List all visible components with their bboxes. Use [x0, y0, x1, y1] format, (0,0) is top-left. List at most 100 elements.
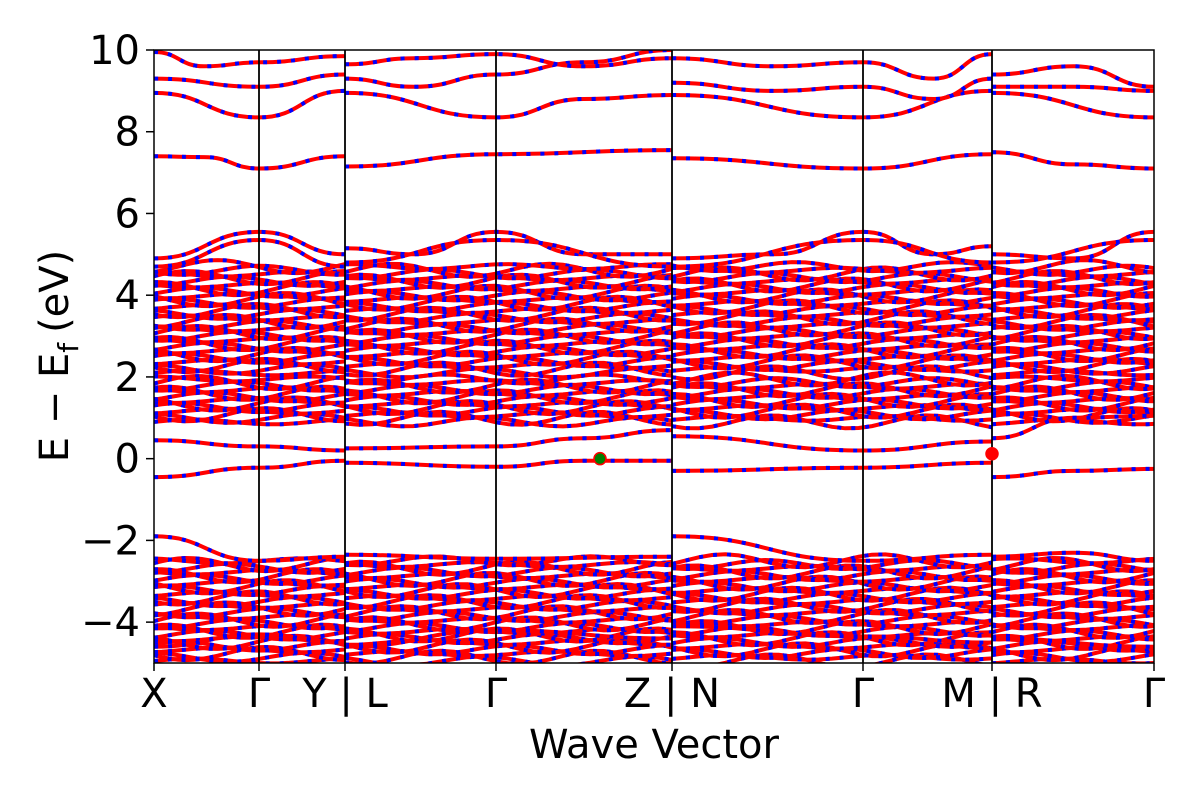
y-axis-label-unit: (eV) [32, 250, 78, 333]
dense-band-line-2 [344, 415, 673, 429]
dense-band-line-430 [991, 617, 1154, 631]
plot-frame [153, 49, 1155, 664]
dense-band-line-486 [991, 589, 1154, 607]
dense-band-line-262 [991, 296, 1154, 310]
dense-band-line-52 [671, 391, 993, 410]
dense-band-line-162 [344, 338, 673, 356]
dense-band-line-86 [991, 379, 1154, 393]
dense-band-line-544 [154, 561, 346, 575]
band-dash-11 [991, 150, 1154, 171]
y-tick-label-5: 6 [115, 191, 140, 237]
dense-band-line-442 [344, 609, 673, 624]
dense-band-region [154, 258, 1154, 663]
band-dash-31 [991, 64, 1154, 89]
band-line-14 [671, 229, 993, 261]
cbm-marker [593, 451, 607, 466]
dense-band-line-324 [671, 265, 993, 283]
dense-band-dash-297 [154, 280, 346, 290]
dense-band-line-322 [344, 267, 673, 281]
dense-band-line-274 [344, 289, 673, 303]
dense-band-dash-189 [671, 331, 993, 341]
band-dash-1 [344, 458, 673, 469]
dense-band-line-38 [991, 401, 1154, 415]
dense-band-line-58 [344, 388, 673, 406]
dense-band-line-246 [991, 302, 1154, 320]
band-dash-15 [991, 229, 1154, 261]
dense-band-dash-237 [671, 309, 993, 319]
vbm-marker [985, 447, 999, 461]
band-dash-21 [344, 90, 673, 120]
dense-band-dash-389 [671, 635, 993, 649]
dense-band-line-312 [154, 269, 346, 287]
high-symmetry-lines [258, 50, 993, 663]
dense-band-line-514 [344, 576, 673, 590]
x-tick-label-4: Z | N [624, 671, 720, 717]
dense-band-line-550 [991, 561, 1154, 575]
dense-band-line-56 [154, 390, 346, 404]
y-tick-label-6: 8 [115, 110, 140, 156]
band-dash-6 [671, 434, 993, 453]
x-tick-label-3: Γ [485, 671, 508, 717]
x-tick-label-2: Y | L [301, 671, 388, 717]
dense-band-line-566 [991, 556, 1154, 566]
x-tick-label-5: Γ [852, 671, 875, 717]
dense-band-dash-173 [671, 337, 993, 351]
dense-band-line-210 [344, 316, 673, 334]
dense-band-line-346 [344, 654, 673, 663]
dense-band-line-558 [991, 555, 1154, 574]
dense-band-dash-537 [154, 567, 346, 577]
dense-band-line-342 [991, 258, 1154, 276]
dense-band-dash-453 [671, 608, 993, 618]
dense-band-dash-185 [154, 329, 346, 343]
dense-band-line-258 [344, 294, 673, 312]
x-axis-label: Wave Vector [529, 722, 780, 768]
dense-band-line-502 [991, 583, 1154, 598]
x-axis-ticks: X Γ Y | L Γ Z | N Γ M | R Γ [140, 663, 1166, 717]
dense-band-line-564 [671, 552, 993, 570]
y-axis-label-subscript: f [52, 342, 85, 353]
dense-band-line-98 [344, 372, 673, 386]
dense-band-line-444 [671, 607, 993, 625]
y-tick-label-2: 0 [115, 437, 140, 483]
dense-band-dash-25 [154, 406, 346, 416]
dense-band-line-198 [991, 323, 1154, 341]
dense-band-line-142 [991, 351, 1154, 365]
dense-band-dash-49 [154, 396, 346, 405]
dense-band-dash-393 [154, 634, 346, 644]
x-tick-label-1: Γ [248, 671, 271, 717]
band-dash-12 [154, 229, 346, 261]
band-line-25 [344, 50, 673, 89]
y-axis-ticks: −4 −2 0 2 4 6 8 10 [81, 28, 154, 646]
dense-band-line-438 [991, 611, 1154, 629]
dense-band-dash-329 [154, 263, 346, 277]
dense-band-line-294 [991, 279, 1154, 298]
y-tick-label-4: 4 [115, 273, 140, 319]
dense-band-dash-561 [154, 556, 346, 566]
band-line-23 [991, 90, 1154, 120]
band-line-27 [992, 84, 1154, 93]
dense-band-dash-413 [671, 624, 993, 638]
y-axis-label: E − Ef (eV) [32, 250, 85, 463]
dense-band-dash-177 [154, 335, 346, 345]
band-line-8 [154, 154, 346, 171]
dense-band-line-4 [671, 413, 993, 431]
dense-band-line-498 [344, 581, 673, 600]
band-line-35 [991, 550, 1154, 563]
dense-band-dash-317 [671, 271, 993, 285]
dense-band-dash-21 [671, 408, 993, 422]
band-dash-37 [344, 628, 673, 649]
dense-band-dash-341 [671, 260, 993, 274]
dense-band-dash-273 [154, 291, 346, 301]
dense-band-line-190 [991, 329, 1154, 343]
dense-band-dash-333 [671, 265, 993, 275]
dense-band-line-304 [154, 274, 346, 288]
dense-band-dash-81 [154, 379, 346, 393]
dense-band-dash-69 [671, 386, 993, 400]
dense-band-dash-221 [671, 315, 993, 329]
band-line-3 [991, 466, 1154, 480]
dense-band-dash-269 [671, 293, 993, 307]
dense-band-dash-45 [671, 397, 993, 411]
band-dash-10 [671, 152, 993, 171]
dense-band-dash-85 [671, 381, 993, 391]
